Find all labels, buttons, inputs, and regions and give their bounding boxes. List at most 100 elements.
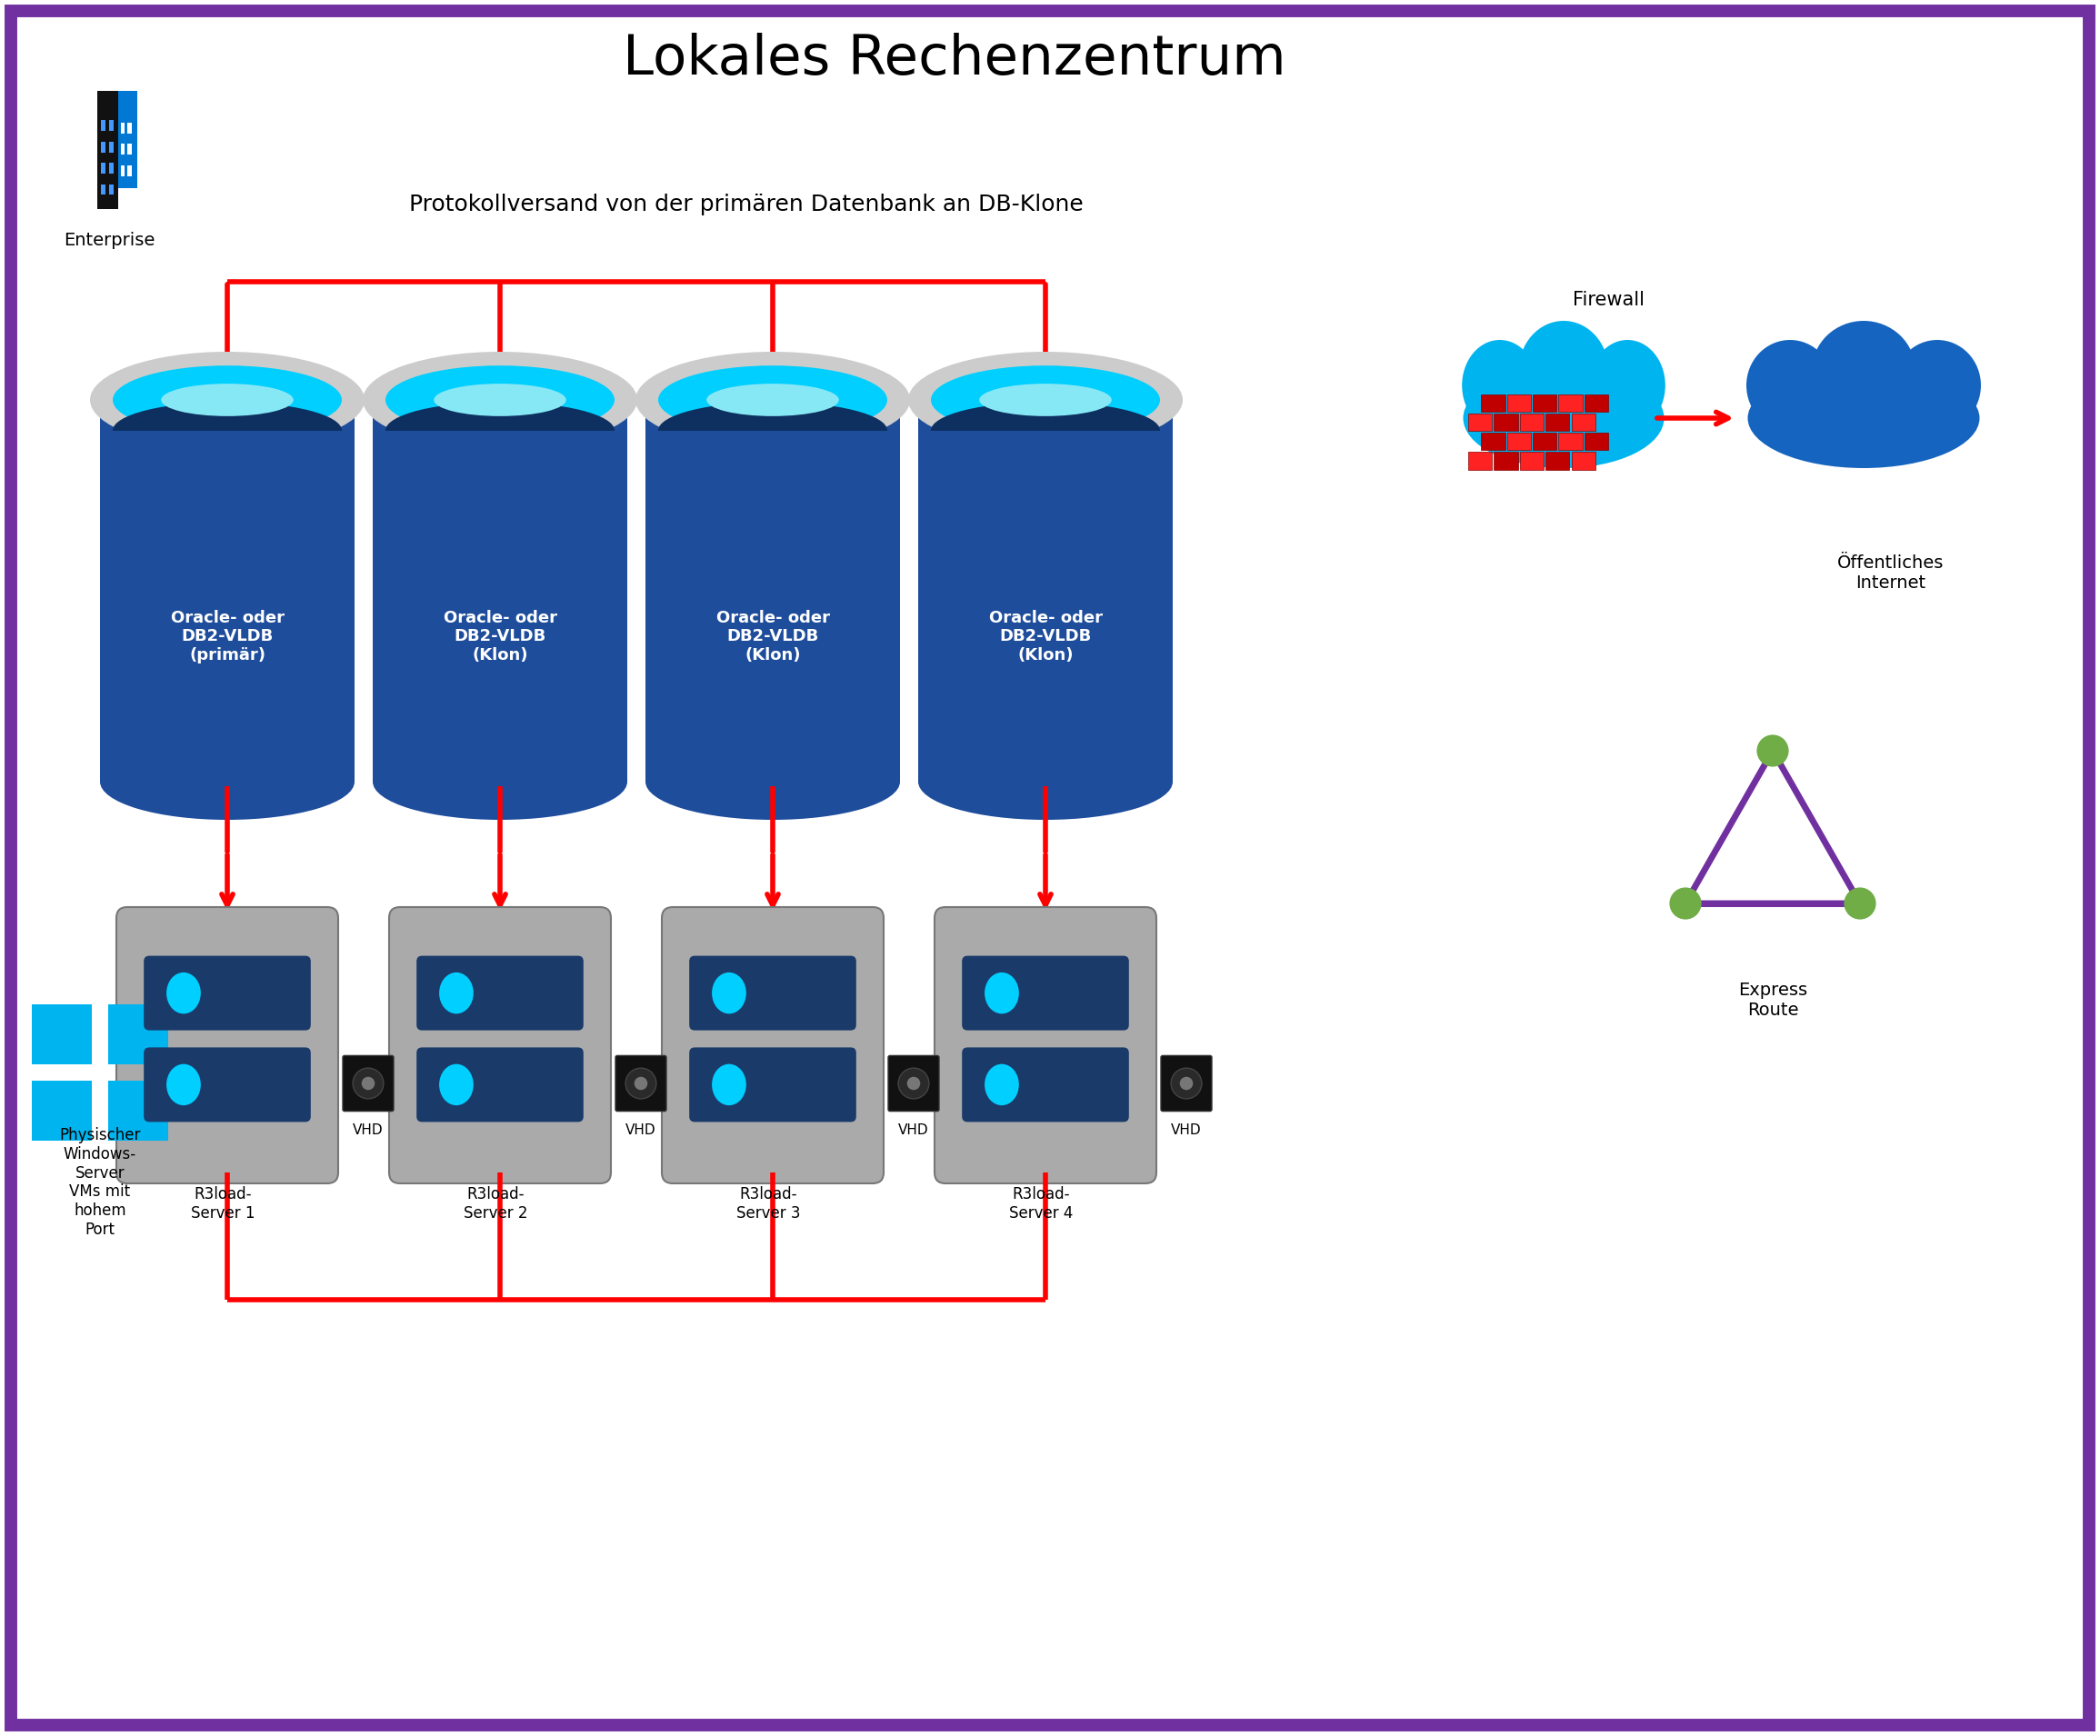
Ellipse shape: [1670, 887, 1701, 920]
FancyBboxPatch shape: [109, 1082, 168, 1141]
Polygon shape: [918, 411, 1172, 781]
Polygon shape: [372, 411, 628, 781]
FancyBboxPatch shape: [689, 1047, 857, 1121]
Text: Oracle- oder
DB2-VLDB
(primär): Oracle- oder DB2-VLDB (primär): [170, 609, 284, 663]
FancyBboxPatch shape: [116, 908, 338, 1184]
Ellipse shape: [386, 366, 615, 434]
FancyBboxPatch shape: [1583, 394, 1609, 411]
FancyBboxPatch shape: [120, 123, 124, 134]
FancyBboxPatch shape: [1583, 432, 1609, 450]
Ellipse shape: [899, 1068, 928, 1099]
Ellipse shape: [113, 366, 342, 434]
FancyBboxPatch shape: [1546, 413, 1569, 431]
Text: R3load-
Server 1: R3load- Server 1: [191, 1186, 254, 1222]
Text: VHD: VHD: [353, 1123, 384, 1137]
Polygon shape: [922, 431, 1168, 781]
FancyBboxPatch shape: [1520, 451, 1544, 469]
Polygon shape: [645, 411, 901, 781]
Ellipse shape: [1462, 340, 1537, 431]
Ellipse shape: [657, 401, 888, 458]
Ellipse shape: [626, 1068, 657, 1099]
FancyBboxPatch shape: [101, 163, 105, 174]
Text: R3load-
Server 4: R3load- Server 4: [1008, 1186, 1073, 1222]
Ellipse shape: [90, 352, 365, 448]
Ellipse shape: [1180, 1076, 1193, 1090]
Text: VHD: VHD: [1172, 1123, 1201, 1137]
FancyBboxPatch shape: [342, 1055, 393, 1111]
Text: Enterprise: Enterprise: [63, 233, 155, 248]
Text: VHD: VHD: [626, 1123, 655, 1137]
Ellipse shape: [907, 352, 1182, 448]
FancyBboxPatch shape: [143, 957, 311, 1031]
Polygon shape: [378, 431, 624, 781]
FancyBboxPatch shape: [1533, 432, 1556, 450]
FancyBboxPatch shape: [101, 184, 105, 194]
FancyBboxPatch shape: [128, 144, 132, 155]
FancyBboxPatch shape: [10, 10, 2090, 1726]
FancyBboxPatch shape: [1468, 451, 1493, 469]
Ellipse shape: [907, 1076, 920, 1090]
FancyBboxPatch shape: [662, 908, 884, 1184]
Text: Oracle- oder
DB2-VLDB
(Klon): Oracle- oder DB2-VLDB (Klon): [989, 609, 1102, 663]
Ellipse shape: [1894, 340, 1980, 431]
Ellipse shape: [712, 1064, 745, 1106]
Text: Öffentliches
Internet: Öffentliches Internet: [1838, 554, 1945, 592]
Ellipse shape: [918, 743, 1172, 819]
Ellipse shape: [101, 743, 355, 819]
Ellipse shape: [1747, 368, 1980, 469]
FancyBboxPatch shape: [1493, 451, 1518, 469]
FancyBboxPatch shape: [101, 120, 105, 130]
Ellipse shape: [979, 384, 1111, 417]
Text: VHD: VHD: [899, 1123, 928, 1137]
Ellipse shape: [1590, 340, 1665, 431]
FancyBboxPatch shape: [143, 1047, 311, 1121]
Ellipse shape: [439, 972, 472, 1014]
Ellipse shape: [386, 401, 615, 458]
FancyBboxPatch shape: [888, 1055, 939, 1111]
Polygon shape: [101, 411, 355, 781]
Ellipse shape: [985, 972, 1018, 1014]
Ellipse shape: [166, 972, 202, 1014]
Ellipse shape: [634, 1076, 647, 1090]
FancyBboxPatch shape: [689, 957, 857, 1031]
Text: R3load-
Server 3: R3load- Server 3: [737, 1186, 800, 1222]
FancyBboxPatch shape: [109, 184, 113, 194]
Ellipse shape: [435, 384, 567, 417]
Ellipse shape: [985, 1064, 1018, 1106]
Text: Express
Route: Express Route: [1739, 981, 1808, 1019]
Ellipse shape: [363, 352, 636, 448]
FancyBboxPatch shape: [1571, 413, 1596, 431]
FancyBboxPatch shape: [1161, 1055, 1212, 1111]
Ellipse shape: [1758, 734, 1789, 767]
Text: R3load-
Server 2: R3load- Server 2: [464, 1186, 527, 1222]
Ellipse shape: [372, 743, 628, 819]
FancyBboxPatch shape: [1546, 451, 1569, 469]
Ellipse shape: [706, 384, 838, 417]
FancyBboxPatch shape: [1558, 394, 1583, 411]
Text: Oracle- oder
DB2-VLDB
(Klon): Oracle- oder DB2-VLDB (Klon): [716, 609, 830, 663]
FancyBboxPatch shape: [31, 1005, 92, 1064]
FancyBboxPatch shape: [109, 163, 113, 174]
FancyBboxPatch shape: [1468, 413, 1493, 431]
Ellipse shape: [166, 1064, 202, 1106]
Text: Firewall: Firewall: [1573, 292, 1644, 309]
FancyBboxPatch shape: [1480, 432, 1506, 450]
Text: Lokales Rechenzentrum: Lokales Rechenzentrum: [624, 33, 1285, 85]
FancyBboxPatch shape: [1520, 413, 1544, 431]
Ellipse shape: [439, 1064, 472, 1106]
FancyBboxPatch shape: [388, 908, 611, 1184]
Text: Oracle- oder
DB2-VLDB
(Klon): Oracle- oder DB2-VLDB (Klon): [443, 609, 556, 663]
FancyBboxPatch shape: [109, 120, 113, 130]
Ellipse shape: [1747, 340, 1833, 431]
FancyBboxPatch shape: [109, 1005, 168, 1064]
FancyBboxPatch shape: [615, 1055, 666, 1111]
Ellipse shape: [162, 384, 294, 417]
FancyBboxPatch shape: [962, 1047, 1130, 1121]
Ellipse shape: [1464, 368, 1663, 469]
Ellipse shape: [930, 401, 1159, 458]
Ellipse shape: [645, 743, 901, 819]
FancyBboxPatch shape: [97, 90, 118, 208]
Ellipse shape: [361, 1076, 374, 1090]
FancyBboxPatch shape: [1533, 394, 1556, 411]
Ellipse shape: [1844, 887, 1875, 920]
